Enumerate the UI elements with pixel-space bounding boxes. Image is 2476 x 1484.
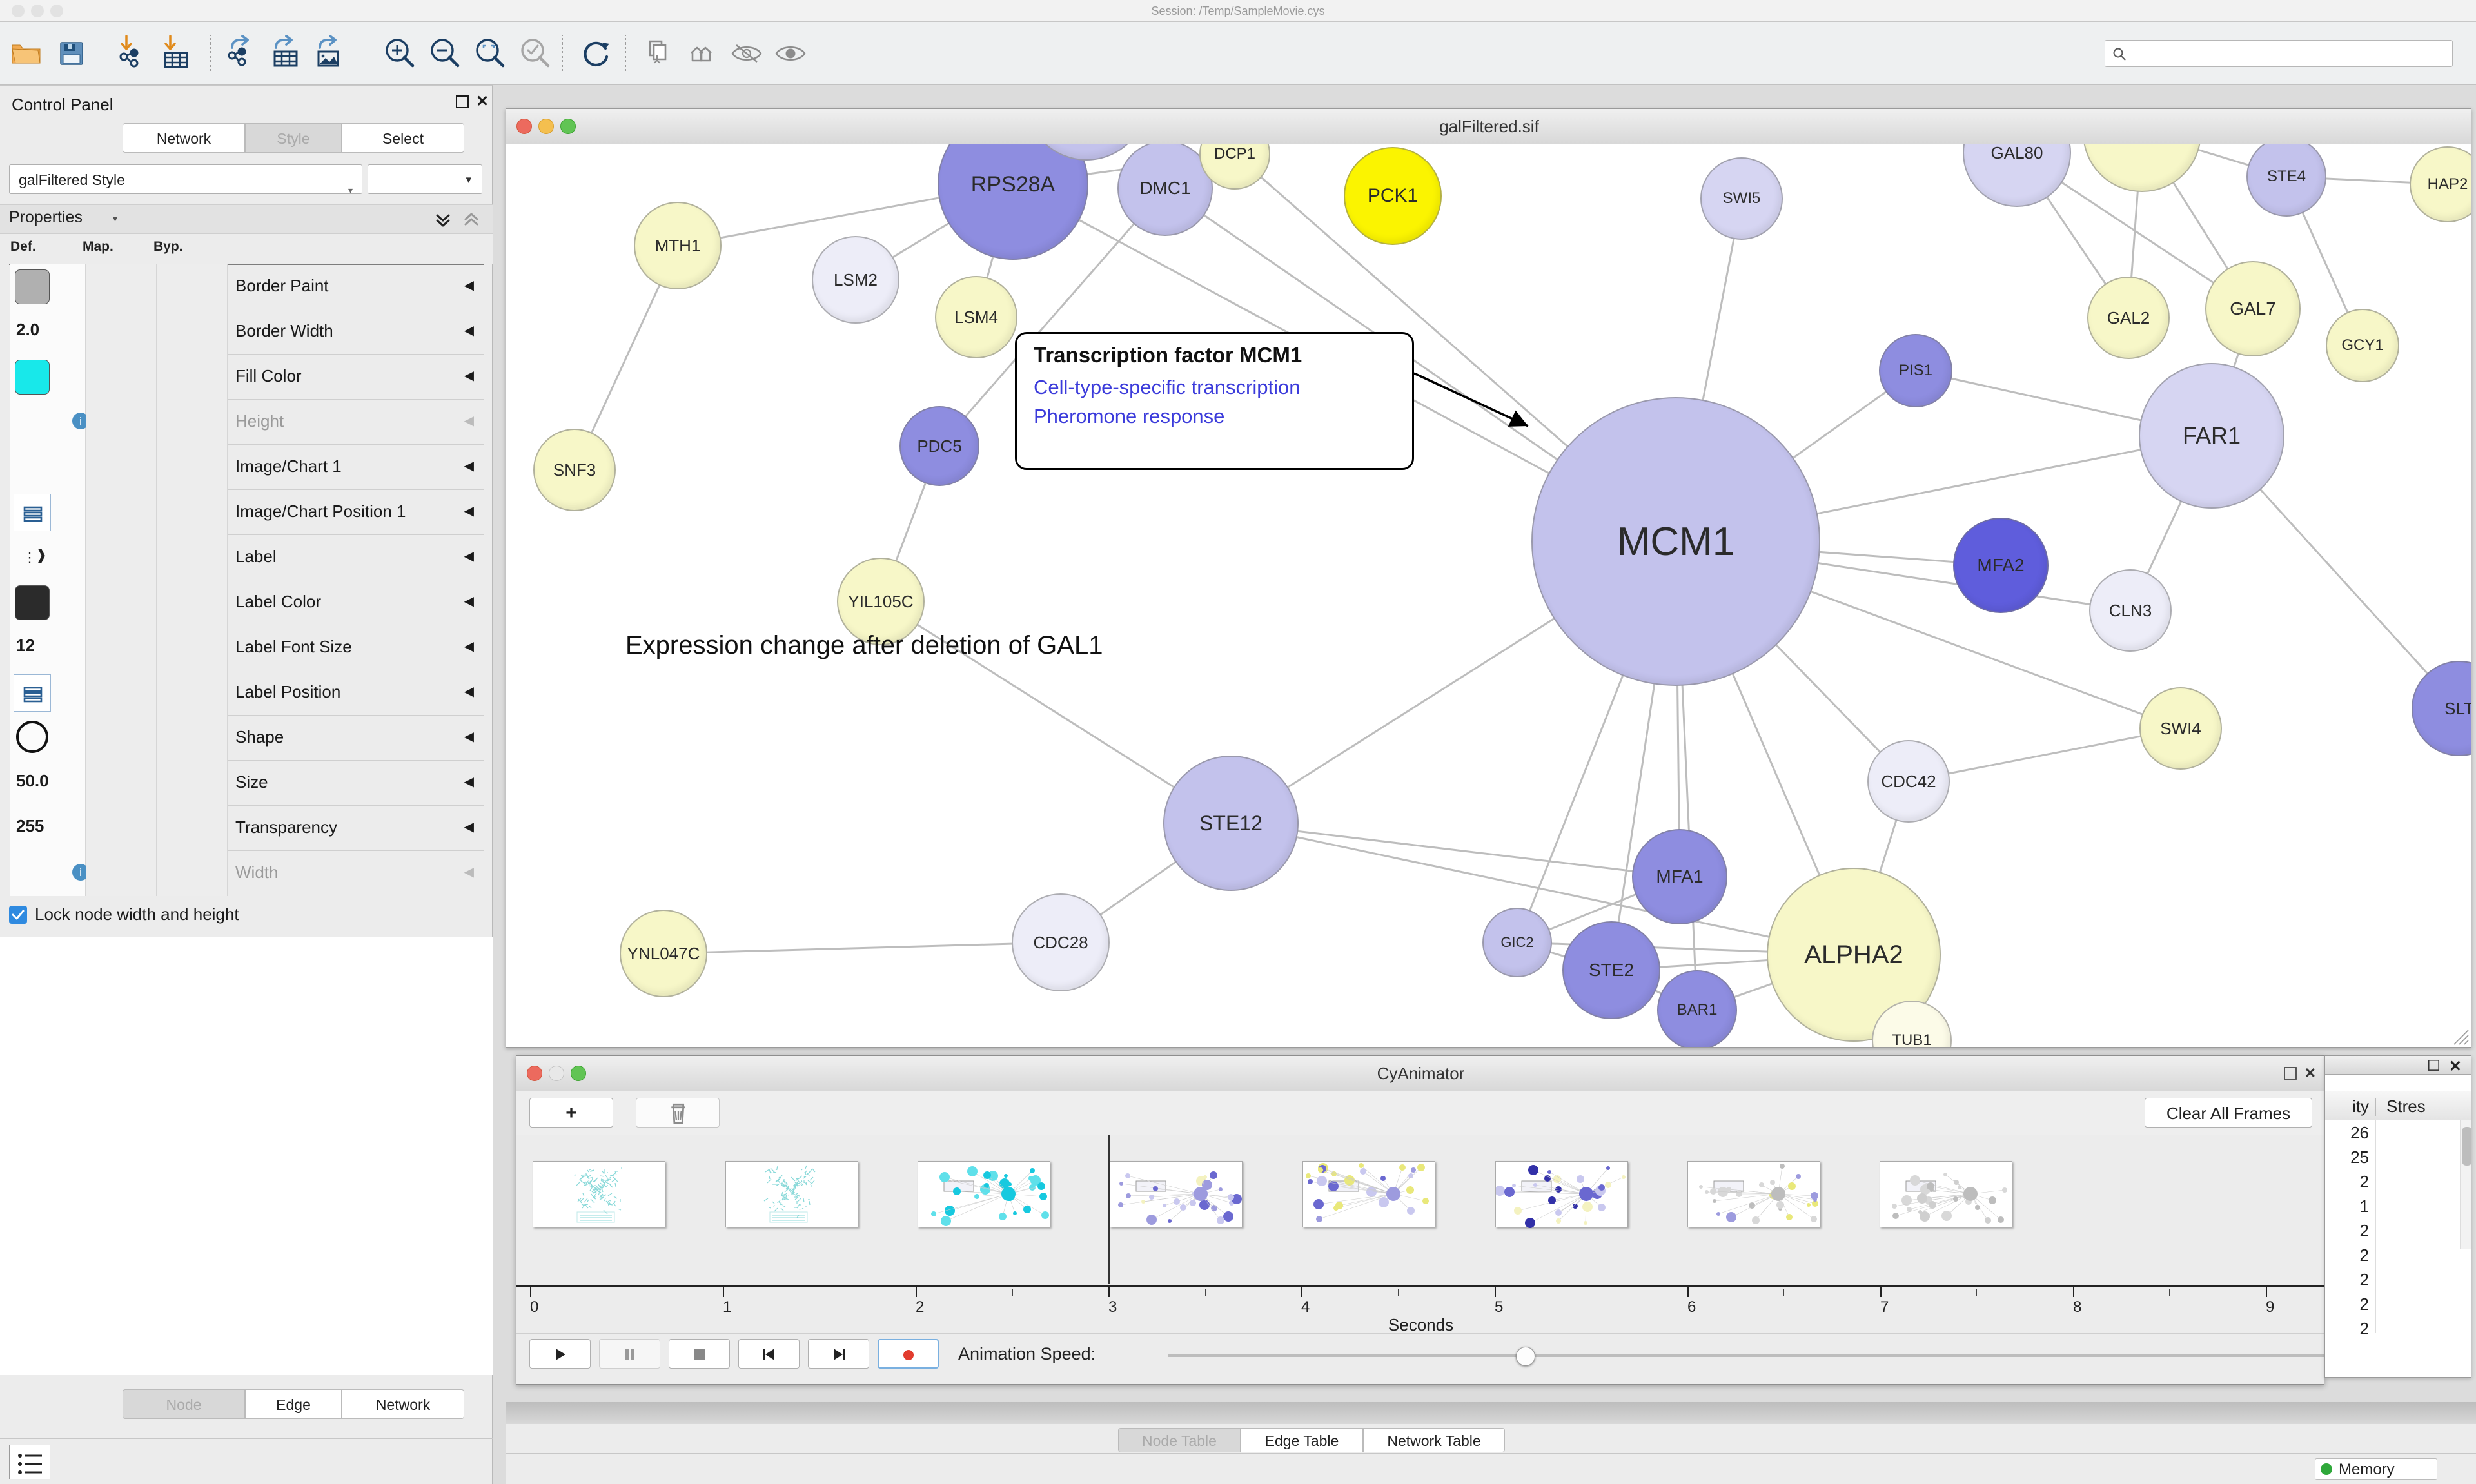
svg-text:i: i (79, 415, 82, 427)
svg-text:i: i (79, 866, 82, 879)
